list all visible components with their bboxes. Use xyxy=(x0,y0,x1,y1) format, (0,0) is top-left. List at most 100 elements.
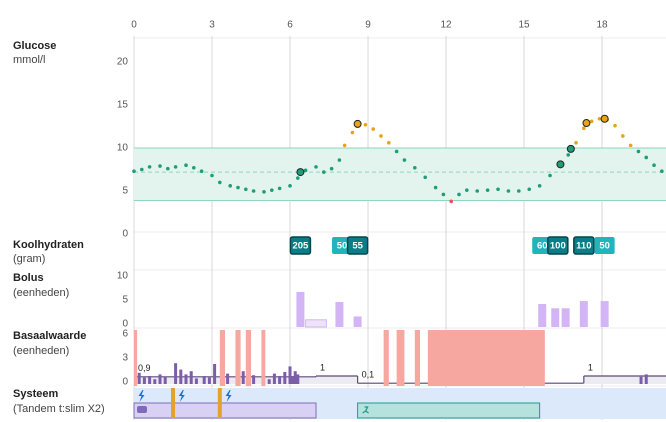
y-tick-label: 5 xyxy=(122,295,128,306)
auto-basal xyxy=(644,374,648,384)
basal-label: 0,9 xyxy=(138,363,151,373)
carb-box xyxy=(289,236,312,255)
suspend xyxy=(245,330,252,386)
x-tick-label: 9 xyxy=(365,20,371,31)
y-tick-label: 0 xyxy=(122,229,128,240)
auto-basal xyxy=(639,376,643,384)
x-tick-label: 12 xyxy=(440,20,452,31)
glucose-point xyxy=(184,163,188,167)
glucose-point xyxy=(322,170,326,174)
glucose-reading xyxy=(582,119,591,128)
site-change xyxy=(225,390,232,402)
x-tick-label: 15 xyxy=(518,20,530,31)
auto-basal xyxy=(293,371,297,384)
glucose-point xyxy=(449,199,454,204)
glucose-point xyxy=(475,189,480,193)
glucose-point xyxy=(566,153,571,157)
glucose-point xyxy=(394,149,399,154)
auto-basal xyxy=(283,372,287,384)
panel-title: Bolus xyxy=(13,272,44,284)
x-tick-label: 0 xyxy=(131,20,137,31)
glucose-point xyxy=(218,180,222,185)
glucose-point xyxy=(402,158,407,162)
glucose-point xyxy=(140,167,144,172)
glucose-point xyxy=(329,166,334,171)
auto-basal xyxy=(241,371,245,384)
suspend xyxy=(427,330,545,386)
glucose-point xyxy=(517,189,521,193)
glucose-point xyxy=(363,122,368,127)
auto-basal xyxy=(207,377,211,384)
glucose-point xyxy=(379,134,383,138)
glucose-point xyxy=(296,176,300,180)
auto-basal xyxy=(278,376,282,384)
exercise xyxy=(357,402,541,419)
basal-area xyxy=(316,376,358,384)
glucose-point xyxy=(441,192,446,197)
carb-box xyxy=(594,237,615,254)
y-tick-label: 3 xyxy=(122,353,128,364)
auto-basal xyxy=(267,379,271,384)
glucose-point xyxy=(613,123,617,128)
y-tick-label: 20 xyxy=(117,57,129,68)
glucose-point xyxy=(192,165,196,170)
auto-basal xyxy=(213,364,217,384)
carb-label: 55 xyxy=(352,241,363,252)
glucose-point xyxy=(413,165,417,170)
panel-title: Systeem xyxy=(13,388,58,400)
auto-basal xyxy=(202,376,206,384)
bolus-bar xyxy=(335,302,344,327)
glucose-point xyxy=(423,175,428,180)
carb-label: 50 xyxy=(337,241,348,252)
glucose-reading xyxy=(566,144,575,153)
bolus-bar xyxy=(579,301,588,327)
sleep-icon xyxy=(137,406,147,413)
y-tick-label: 15 xyxy=(117,100,129,111)
glucose-point xyxy=(132,169,136,174)
glucose-point xyxy=(277,186,282,191)
cartridge-change xyxy=(171,388,176,418)
glucose-point xyxy=(644,155,649,160)
glucose-point xyxy=(371,127,376,131)
glucose-point xyxy=(527,187,532,192)
suspend xyxy=(414,330,421,386)
y-tick-label: 0 xyxy=(122,377,128,388)
x-tick-label: 3 xyxy=(209,20,215,31)
y-tick-label: 6 xyxy=(122,329,128,340)
glucose-point xyxy=(262,190,266,194)
suspend xyxy=(396,330,405,386)
carb-box xyxy=(573,236,595,255)
glucose-reading xyxy=(556,160,565,169)
glucose-point xyxy=(314,165,318,169)
x-tick-label: 18 xyxy=(596,20,608,31)
panel-unit: (eenheden) xyxy=(13,345,69,357)
glucose-point xyxy=(496,187,500,192)
bolus-bar xyxy=(353,316,362,327)
sleep xyxy=(133,402,317,419)
suspend xyxy=(383,330,389,386)
bolus-bar xyxy=(296,291,305,327)
panel-unit: mmol/l xyxy=(13,54,45,66)
suspend xyxy=(261,330,266,386)
glucose-point xyxy=(548,173,552,178)
glucose-point xyxy=(251,189,256,193)
glucose-point xyxy=(387,141,391,145)
glucose-point xyxy=(236,185,240,190)
glucose-point xyxy=(158,164,162,168)
carb-box xyxy=(547,236,569,255)
y-tick-label: 10 xyxy=(117,143,129,154)
auto-basal xyxy=(272,373,276,384)
glucose-point xyxy=(270,188,274,192)
panel-unit: (gram) xyxy=(13,253,45,265)
suspend xyxy=(235,330,241,386)
y-tick-label: 10 xyxy=(117,271,129,282)
basal-label: 0,1 xyxy=(362,370,375,380)
glucose-point xyxy=(199,169,204,174)
glucose-point xyxy=(288,184,292,188)
glucose-point xyxy=(350,130,355,135)
carb-box xyxy=(346,236,369,255)
glucose-point xyxy=(485,188,490,192)
site-change xyxy=(178,390,185,402)
auto-basal xyxy=(296,374,300,384)
